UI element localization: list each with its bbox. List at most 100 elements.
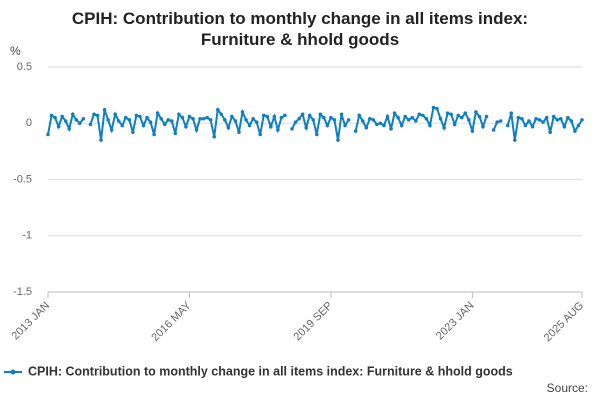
data-point [530,124,535,129]
data-point [537,118,542,122]
data-point [159,116,163,121]
legend-dot [10,369,16,375]
data-point [106,118,110,122]
data-point [314,132,319,137]
data-point [162,122,167,127]
data-point [566,115,570,120]
data-point [406,118,411,122]
data-point [240,110,245,114]
data-point [357,113,362,118]
data-point [562,124,567,129]
data-point [208,118,213,122]
data-point [544,115,549,120]
data-point [438,116,443,121]
data-point [81,116,86,121]
data-point [180,115,185,120]
data-point [184,124,188,129]
data-point [177,112,181,117]
data-point [541,120,545,124]
data-point [318,112,323,117]
y-tick-label: 0.5 [17,61,32,73]
data-point [378,121,383,126]
data-point [424,116,429,121]
data-point [230,114,234,119]
data-point [360,119,365,123]
data-point [247,123,252,128]
data-point [226,125,231,130]
data-point [459,115,464,120]
data-point [346,118,351,122]
data-point [442,125,446,130]
data-point [417,112,422,117]
data-point [205,115,209,120]
data-point [46,132,50,137]
data-point [194,128,199,132]
y-axis-label: % [10,44,21,58]
data-point [173,131,178,136]
data-point [102,107,107,112]
data-point [474,110,478,114]
data-point [116,119,121,123]
data-point [92,112,96,117]
data-point [413,119,418,123]
data-point [382,123,386,128]
data-point [155,111,160,115]
data-point [67,127,72,131]
data-point [364,125,369,130]
data-point [558,116,563,121]
data-point [527,119,531,123]
data-point [254,120,259,124]
data-point [375,122,379,127]
data-point [215,107,220,112]
data-point [311,118,316,122]
data-point [134,113,139,118]
data-point [513,138,517,142]
y-tick-label: -1 [22,230,32,242]
data-point [63,119,68,123]
data-point [198,116,202,121]
data-point [212,134,217,139]
data-point [49,113,54,118]
data-point [268,124,273,129]
data-point [258,132,262,137]
y-tick-label: 0 [26,117,32,129]
data-point [124,115,128,120]
data-point [353,129,358,133]
data-point [219,112,224,117]
data-point [470,129,475,133]
data-point [307,113,312,118]
data-point [56,124,61,129]
data-point [523,123,528,128]
data-point [576,123,581,128]
series-line [47,106,583,141]
data-point [467,118,471,122]
data-point [332,118,337,122]
data-point [421,113,425,118]
data-point [70,112,75,117]
data-point [452,122,457,127]
data-point [534,116,538,121]
data-point [495,120,499,124]
data-point [141,123,146,128]
data-point [191,116,195,121]
data-point [322,115,326,120]
data-point [261,113,266,118]
data-point [166,118,171,122]
data-point [297,116,301,121]
data-point [410,115,415,120]
data-point [516,115,521,120]
data-point [392,111,397,115]
data-point [145,115,149,120]
data-point [251,116,255,121]
chart-title: CPIH: Contribution to monthly change in … [71,9,529,49]
data-point [293,120,298,124]
data-point [99,138,103,142]
data-point [445,111,450,115]
data-point [53,115,57,120]
data-point [120,123,125,128]
data-point [431,105,436,110]
data-point [244,118,248,122]
data-point [223,118,227,122]
data-point [435,106,439,111]
